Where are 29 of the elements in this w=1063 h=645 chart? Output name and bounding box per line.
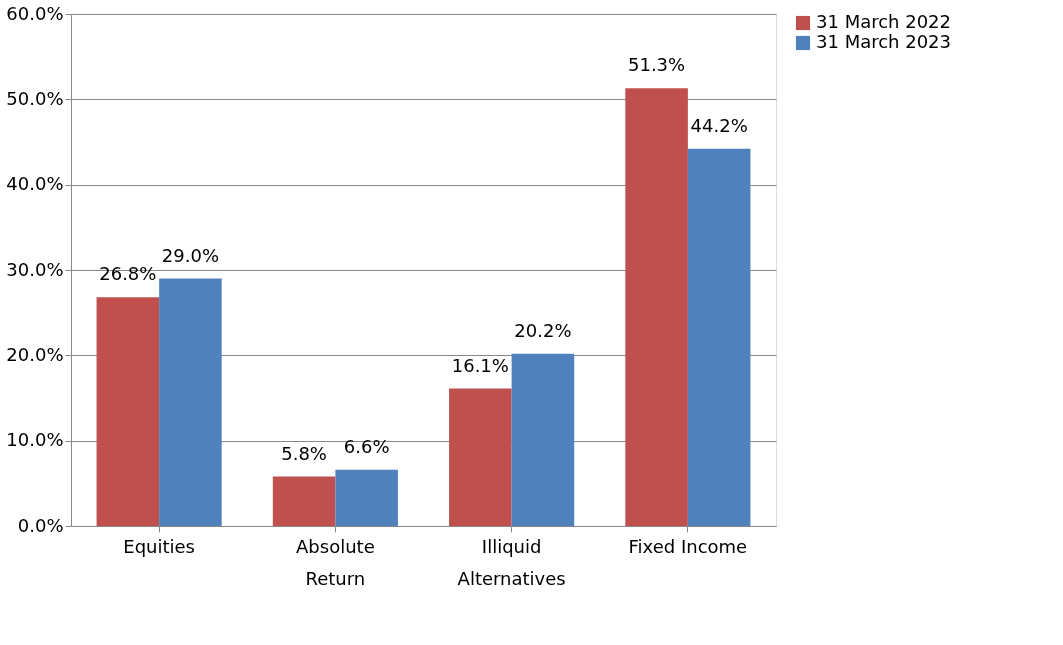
bar [272, 476, 336, 526]
y-tick-label: 20.0% [6, 343, 64, 365]
legend-label: 31 March 2022 [816, 11, 952, 32]
x-tick-label: Equities [123, 535, 195, 557]
data-label: 16.1% [451, 354, 509, 376]
bar [335, 469, 398, 526]
bar [159, 278, 222, 526]
x-tick-label: Illiquid Alternatives [457, 535, 566, 589]
y-tick-label: 60.0% [6, 2, 64, 24]
y-tick-label: 10.0% [6, 429, 64, 451]
y-tick-label: 50.0% [6, 87, 64, 109]
y-tick-label: 30.0% [6, 258, 64, 280]
legend-label: 31 March 2023 [816, 31, 952, 52]
data-label: 20.2% [514, 319, 572, 341]
y-tick-label: 40.0% [6, 173, 64, 195]
bar [96, 297, 160, 526]
bar [687, 148, 751, 526]
data-label: 44.2% [690, 114, 748, 136]
bar [449, 388, 512, 526]
y-tick-label: 0.0% [17, 514, 64, 536]
x-tick-label: Fixed Income [628, 535, 748, 557]
data-label: 26.8% [99, 263, 157, 285]
data-label: 29.0% [161, 244, 219, 266]
x-tick-label: Absolute Return [296, 535, 375, 589]
bar [511, 353, 575, 526]
data-label: 5.8% [281, 442, 327, 464]
data-label: 51.3% [628, 54, 686, 76]
bar [625, 88, 688, 526]
data-label: 6.6% [343, 435, 390, 457]
